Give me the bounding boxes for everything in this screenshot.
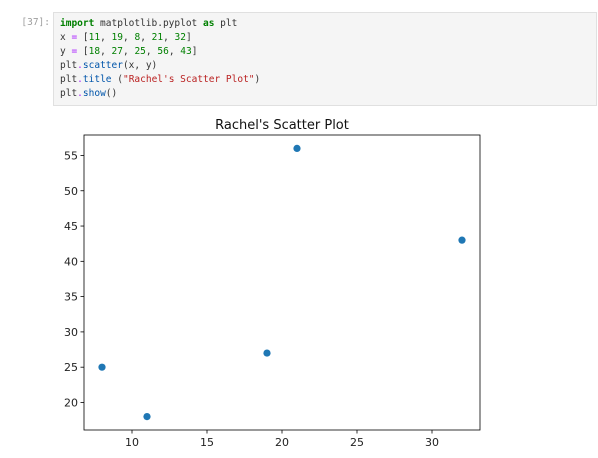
code-line: plt.scatter(x, y) <box>60 59 596 73</box>
y-tick-label: 20 <box>64 396 78 409</box>
code-token: ] <box>186 32 192 44</box>
code-token: 21 <box>151 32 164 44</box>
y-tick-label: 55 <box>64 149 78 162</box>
code-token: show <box>82 88 106 100</box>
y-tick-label: 45 <box>64 220 78 233</box>
y-tick-label: 30 <box>64 326 78 339</box>
code-token: 56 <box>157 46 169 58</box>
code-token: plt <box>214 18 238 29</box>
code-token: 43 <box>180 46 192 58</box>
scatter-point <box>263 349 271 357</box>
code-cell-input[interactable]: import matplotlib.pyplot as plt x = [11, … <box>53 12 597 106</box>
code-token: 19 <box>111 32 123 44</box>
code-token: ) <box>254 74 261 86</box>
scatter-chart: Rachel's Scatter Plot 10 15 20 25 30 20 25 30 35 4… <box>64 118 481 449</box>
y-tick-label: 25 <box>64 361 78 374</box>
cell-output: Rachel's Scatter Plot 10 15 20 25 30 20 25 30 35 4… <box>53 108 598 458</box>
code-token: , <box>100 32 112 44</box>
code-token: . <box>77 74 83 86</box>
code-token: 32 <box>174 32 186 44</box>
code-token: 18 <box>88 46 101 58</box>
code-token: (x, y) <box>122 60 158 72</box>
plot-frame <box>83 134 481 431</box>
scatter-point <box>143 412 151 421</box>
scatter-point <box>98 363 106 371</box>
cell-prompt: [37]: <box>21 17 50 28</box>
code-token: , <box>145 46 158 58</box>
code-token: title <box>82 74 112 86</box>
code-token: plt <box>60 88 78 100</box>
code-token: = <box>71 46 78 58</box>
y-tick-label: 35 <box>64 291 78 304</box>
code-token: , <box>140 32 152 44</box>
code-token: , <box>123 32 135 44</box>
code-token: () <box>105 88 118 100</box>
code-token: 25 <box>134 46 146 58</box>
chart-title: Rachel's Scatter Plot <box>215 118 349 133</box>
code-token: as <box>203 18 215 29</box>
code-token: x <box>60 32 72 44</box>
code-token: , <box>100 46 112 58</box>
y-tick-label: 50 <box>64 185 78 198</box>
x-tick-label: 25 <box>350 436 364 449</box>
code-token: y <box>60 46 72 58</box>
code-token: = <box>71 32 78 44</box>
x-tick-label: 20 <box>275 436 289 449</box>
code-token: [ <box>77 32 89 44</box>
code-line: y = [18, 27, 25, 56, 43] <box>60 45 596 59</box>
code-token: matplotlib.pyplot <box>94 18 203 29</box>
code-token: ] <box>191 46 198 58</box>
code-token: , <box>168 46 181 58</box>
x-tick-label: 10 <box>125 436 139 449</box>
code-token: ( <box>111 74 123 86</box>
x-tick-label: 15 <box>200 436 214 449</box>
code-token: . <box>77 88 83 100</box>
code-line: import matplotlib.pyplot as plt <box>60 17 596 31</box>
code-token: plt <box>60 60 78 72</box>
x-tick-label: 30 <box>425 436 439 449</box>
code-line: plt.title ("Rachel's Scatter Plot") <box>60 73 596 87</box>
code-token: [ <box>77 46 89 58</box>
code-line: x = [11, 19, 8, 21, 32] <box>60 31 596 45</box>
code-token: 8 <box>134 32 141 44</box>
code-token: 27 <box>111 46 123 58</box>
code-token: . <box>77 60 83 72</box>
code-token: import <box>60 18 95 29</box>
code-token: scatter <box>82 60 123 72</box>
code-token: , <box>123 46 135 58</box>
code-token: 11 <box>88 32 101 44</box>
code-token: "Rachel's Scatter Plot" <box>122 74 255 86</box>
scatter-point <box>458 236 466 244</box>
code-token: , <box>163 32 175 44</box>
y-tick-label: 40 <box>64 255 78 268</box>
scatter-point <box>293 144 301 153</box>
code-token: plt <box>60 74 78 86</box>
code-line: plt.show() <box>60 87 596 101</box>
